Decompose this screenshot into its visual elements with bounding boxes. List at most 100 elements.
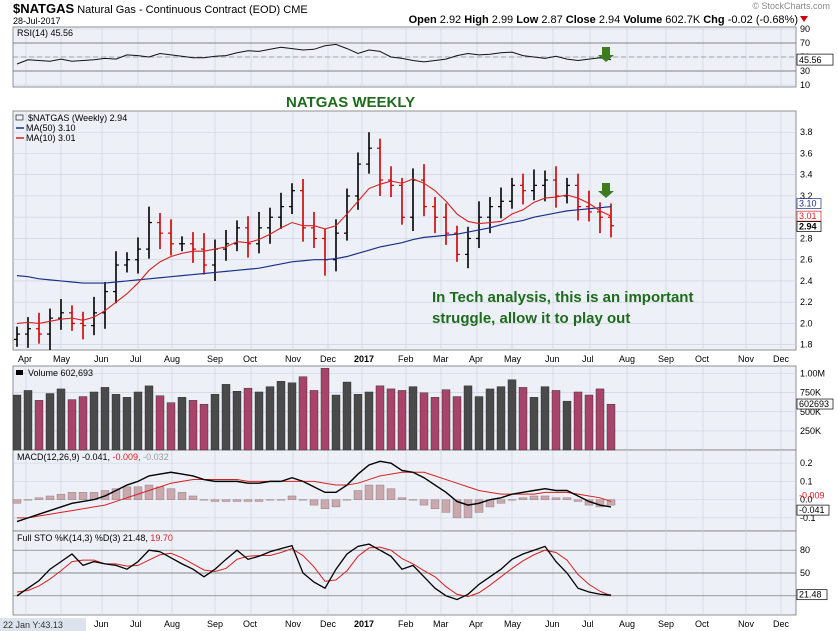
volume-bar [89, 391, 99, 451]
price-bar [487, 197, 493, 234]
volume-bar [463, 385, 473, 451]
macd-histogram-bar [507, 499, 517, 501]
macd-histogram-bar [12, 499, 22, 504]
volume-bar [210, 394, 220, 451]
price-x-label: Feb [398, 354, 414, 364]
price-bar [377, 138, 383, 196]
sto-x-label: 2017 [354, 619, 374, 629]
price-bar [454, 225, 460, 262]
volume-bar [518, 387, 528, 451]
sto-x-label: Jul [582, 619, 594, 629]
price-bar [157, 212, 163, 250]
sto-x-label: Aug [619, 619, 635, 629]
macd-last-box [796, 504, 830, 516]
macd-histogram-bar [419, 499, 429, 506]
volume-bar [232, 391, 242, 451]
volume-bar [474, 396, 484, 451]
price-x-label: Aug [619, 354, 635, 364]
volume-bar [254, 391, 264, 451]
volume-bar [100, 387, 110, 451]
price-bar [531, 169, 537, 201]
volume-bar [78, 396, 88, 451]
macd-histogram-bar [408, 499, 418, 501]
macd-histogram-bar [122, 486, 132, 500]
volume-bar [309, 390, 319, 451]
volume-bar [45, 393, 55, 451]
price-tick-label: 2.2 [800, 297, 813, 307]
ma50-legend: MA(50) 3.10 [26, 123, 76, 133]
macd-line [16, 460, 612, 523]
price-legend: $NATGAS (Weekly) 2.94 [28, 113, 127, 123]
price-x-label: Sep [207, 354, 223, 364]
macd-histogram-bar [551, 497, 561, 500]
rsi-last-box [796, 53, 834, 66]
macd-tick-label: 0.1 [800, 476, 813, 486]
rsi-line [16, 43, 612, 65]
price-bar [135, 237, 141, 274]
macd-histogram-bar [342, 499, 352, 501]
status-readout: 22 Jan Y:43.13 [3, 620, 63, 630]
macd-histogram-bar [221, 499, 231, 502]
sto-x-label: Aug [164, 619, 180, 629]
sto-x-label: Mar [433, 619, 449, 629]
ma50-line [16, 206, 612, 284]
macd-last-value: -0.041 [799, 505, 825, 515]
price-bar [498, 187, 504, 219]
volume-bar [430, 397, 440, 451]
price-x-label: Jul [582, 354, 594, 364]
annotation-line-2: struggle, allow it to play out [432, 310, 630, 327]
price-bar [14, 326, 20, 347]
sto-x-label: Dec [320, 619, 337, 629]
price-bar [36, 312, 42, 344]
price-x-label: Nov [738, 354, 755, 364]
vol-last-box [796, 398, 834, 410]
volume-bar [452, 396, 462, 451]
price-tick-label: 1.8 [800, 340, 813, 350]
rsi-tick-label: 30 [800, 66, 810, 76]
price-bar [267, 207, 273, 244]
chart-header: $NATGAS Natural Gas - Continuous Contrac… [0, 0, 838, 26]
chart-title: NATGAS WEEKLY [286, 94, 415, 111]
volume-bar [67, 399, 77, 451]
macd-tick-label: -0.1 [800, 513, 816, 523]
price-bar [47, 308, 53, 350]
macd-histogram-bar [441, 499, 451, 513]
price-bar [355, 152, 361, 210]
sto-last-value: 21.48 [799, 590, 822, 600]
sto-x-label: Dec [773, 619, 790, 629]
annotation-line-1: In Tech analysis, this is an important [432, 289, 693, 306]
price-x-label: Jun [94, 354, 109, 364]
rsi-tick-label: 70 [800, 38, 810, 48]
price-x-label: Aug [164, 354, 180, 364]
price-tick-label: 2.0 [800, 318, 813, 328]
rsi-tick-label: 90 [800, 24, 810, 34]
price-last-label: 3.10 [799, 199, 817, 209]
volume-bar [188, 400, 198, 451]
sto-x-label: Feb [398, 619, 414, 629]
sto-x-label: Oct [695, 619, 710, 629]
macd-tick-label: 0.0 [800, 495, 813, 505]
macd-histogram-bar [199, 499, 209, 501]
ma10-legend: MA(10) 3.01 [26, 133, 76, 143]
macd-histogram-bar [573, 499, 583, 502]
open-value: 2.92 [439, 14, 462, 26]
volume-bar [144, 385, 154, 451]
macd-histogram-bar [331, 499, 341, 508]
volume-bar [34, 400, 44, 451]
price-bar [223, 229, 229, 261]
price-bar [113, 251, 119, 304]
macd-histogram-bar [496, 499, 506, 504]
price-bar [102, 282, 108, 329]
macd-histogram-bar [67, 492, 77, 500]
price-bar [234, 220, 240, 252]
price-last-label: 2.94 [799, 222, 817, 232]
macd-legend-part: MACD(12,26,9) -0.041, [17, 452, 113, 462]
price-x-label: Dec [773, 354, 790, 364]
price-bar [256, 211, 262, 254]
price-x-label: Oct [695, 354, 710, 364]
volume-bar [287, 382, 297, 451]
volume-bar [441, 389, 451, 451]
price-bar [124, 252, 130, 273]
rsi-tick-label: 10 [800, 80, 810, 90]
